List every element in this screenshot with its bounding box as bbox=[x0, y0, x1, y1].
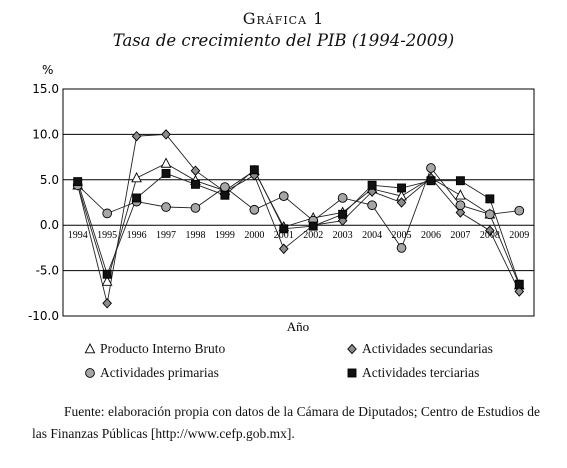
data-point-diamond bbox=[161, 129, 171, 140]
legend-item-pib: Producto Interno Bruto bbox=[100, 341, 225, 357]
data-point-circle bbox=[396, 243, 407, 253]
x-tick-label: 2005 bbox=[392, 230, 412, 241]
data-point-circle bbox=[190, 203, 201, 213]
chart-title: Tasa de crecimiento del PIB (1994-2009) bbox=[112, 31, 455, 50]
plot-frame bbox=[62, 88, 535, 317]
data-point-circle bbox=[337, 193, 348, 203]
data-point-square bbox=[132, 193, 142, 203]
data-point-square bbox=[191, 179, 200, 189]
x-tick-label: 2003 bbox=[333, 230, 353, 241]
data-point-square bbox=[102, 269, 112, 279]
data-point-triangle bbox=[131, 172, 142, 183]
x-axis-label: Año bbox=[287, 319, 309, 334]
legend-item-secundarias: Actividades secundarias bbox=[362, 341, 493, 357]
data-point-square bbox=[514, 279, 524, 289]
data-point-square bbox=[485, 194, 495, 204]
legend-label-terciarias: Actividades terciarias bbox=[362, 365, 480, 380]
data-point-triangle bbox=[101, 275, 113, 286]
y-tick-labels: 15.0 10.0 5.0 0.0 -5.0 -10.0 bbox=[28, 82, 59, 323]
data-point-square bbox=[338, 209, 348, 219]
data-point-circle bbox=[102, 208, 113, 219]
data-point-circle bbox=[426, 163, 436, 173]
data-point-diamond bbox=[485, 225, 495, 236]
series-line-2 bbox=[77, 167, 520, 249]
x-tick-label: 1994 bbox=[68, 230, 88, 241]
y-tick-label: 0.0 bbox=[40, 218, 59, 232]
y-tick-label: -5.0 bbox=[36, 264, 59, 278]
data-point-square bbox=[73, 177, 83, 187]
x-tick-label: 1996 bbox=[127, 230, 147, 241]
data-point-square bbox=[426, 176, 436, 186]
data-point-diamond bbox=[514, 286, 525, 297]
series-line-3 bbox=[77, 169, 520, 285]
x-tick-label: 1995 bbox=[97, 230, 117, 241]
data-point-square bbox=[308, 221, 318, 231]
x-tick-label: 2007 bbox=[450, 230, 470, 241]
y-axis-label: % bbox=[42, 63, 53, 77]
legend-markers bbox=[84, 343, 357, 378]
data-point-square bbox=[367, 180, 377, 190]
legend-label-primarias: Actividades primarias bbox=[100, 365, 219, 380]
data-point-diamond bbox=[131, 130, 142, 142]
series-line-1 bbox=[77, 133, 520, 304]
data-point-square bbox=[279, 224, 289, 234]
data-point-circle bbox=[249, 204, 260, 215]
data-point-circle bbox=[514, 205, 525, 216]
x-tick-label: 2002 bbox=[303, 230, 323, 241]
data-point-triangle bbox=[160, 157, 172, 168]
legend-marker-triangle bbox=[84, 343, 96, 354]
legend-marker-diamond bbox=[347, 343, 357, 355]
data-point-square bbox=[249, 165, 259, 175]
x-tick-label: 2006 bbox=[421, 230, 441, 241]
y-tick-label: 5.0 bbox=[40, 173, 59, 187]
x-tick-label: 1998 bbox=[185, 230, 205, 241]
data-point-circle bbox=[484, 209, 495, 220]
series-line-0 bbox=[77, 162, 520, 286]
data-point-square bbox=[161, 168, 171, 178]
x-tick-label: 2004 bbox=[362, 230, 382, 241]
gridlines bbox=[63, 133, 534, 272]
legend-item-terciarias: Actividades terciarias bbox=[362, 365, 479, 381]
data-point-triangle bbox=[455, 189, 466, 200]
legend-marker-square bbox=[347, 368, 357, 378]
x-tick-label: 1997 bbox=[156, 230, 176, 241]
data-point-square bbox=[455, 176, 465, 186]
legend-label-secundarias: Actividades secundarias bbox=[362, 341, 493, 356]
series-markers bbox=[72, 129, 525, 309]
x-tick-label: 2009 bbox=[509, 230, 529, 241]
data-point-diamond bbox=[455, 207, 466, 218]
y-tick-label: 15.0 bbox=[32, 82, 59, 96]
data-point-circle bbox=[220, 182, 230, 192]
source-text: Fuente: elaboración propia con datos de … bbox=[32, 404, 540, 441]
figure-label: Gráfica 1 bbox=[242, 9, 325, 28]
y-tick-label: -10.0 bbox=[28, 309, 59, 323]
data-point-circle bbox=[455, 200, 466, 211]
data-point-circle bbox=[367, 200, 377, 211]
x-tick-labels: 1994 1995 1996 1997 1998 1999 2000 2001 2002 2003… bbox=[68, 230, 530, 241]
series-lines bbox=[77, 133, 520, 304]
data-point-square bbox=[220, 190, 230, 200]
data-point-diamond bbox=[278, 243, 289, 255]
data-point-square bbox=[397, 183, 406, 193]
x-tick-label: 1999 bbox=[215, 230, 235, 241]
data-point-diamond bbox=[396, 197, 407, 208]
data-point-circle bbox=[278, 191, 289, 201]
data-point-circle bbox=[161, 202, 171, 212]
x-tick-label: 2008 bbox=[480, 230, 500, 241]
legend-marker-circle bbox=[85, 368, 95, 378]
x-tick-label: 2000 bbox=[244, 230, 264, 241]
y-tick-label: 10.0 bbox=[32, 127, 59, 141]
data-point-diamond bbox=[102, 298, 112, 309]
x-tick-label: 2001 bbox=[274, 230, 294, 241]
source-note: Fuente: elaboración propia con datos de … bbox=[32, 401, 540, 445]
legend-item-primarias: Actividades primarias bbox=[100, 365, 219, 381]
data-point-diamond bbox=[190, 165, 201, 176]
legend-label-pib: Producto Interno Bruto bbox=[100, 341, 226, 356]
